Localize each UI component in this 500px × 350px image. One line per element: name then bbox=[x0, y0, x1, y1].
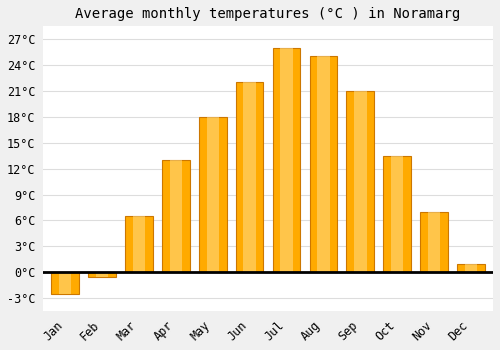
Bar bbox=[170, 160, 182, 272]
Bar bbox=[317, 56, 330, 272]
Bar bbox=[272, 48, 300, 272]
Bar bbox=[384, 156, 411, 272]
Bar bbox=[125, 216, 153, 272]
Bar bbox=[88, 272, 116, 276]
Bar bbox=[133, 216, 145, 272]
Bar bbox=[162, 160, 190, 272]
Bar bbox=[244, 82, 256, 272]
Bar bbox=[428, 212, 440, 272]
Bar bbox=[96, 272, 108, 276]
Bar bbox=[464, 264, 477, 272]
Bar bbox=[52, 272, 79, 294]
Bar bbox=[59, 272, 72, 294]
Bar bbox=[206, 117, 219, 272]
Bar bbox=[280, 48, 292, 272]
Title: Average monthly temperatures (°C ) in Noramarg: Average monthly temperatures (°C ) in No… bbox=[76, 7, 460, 21]
Bar bbox=[420, 212, 448, 272]
Bar bbox=[236, 82, 264, 272]
Bar bbox=[354, 91, 366, 272]
Bar bbox=[310, 56, 337, 272]
Bar bbox=[346, 91, 374, 272]
Bar bbox=[391, 156, 404, 272]
Bar bbox=[457, 264, 485, 272]
Bar bbox=[199, 117, 226, 272]
